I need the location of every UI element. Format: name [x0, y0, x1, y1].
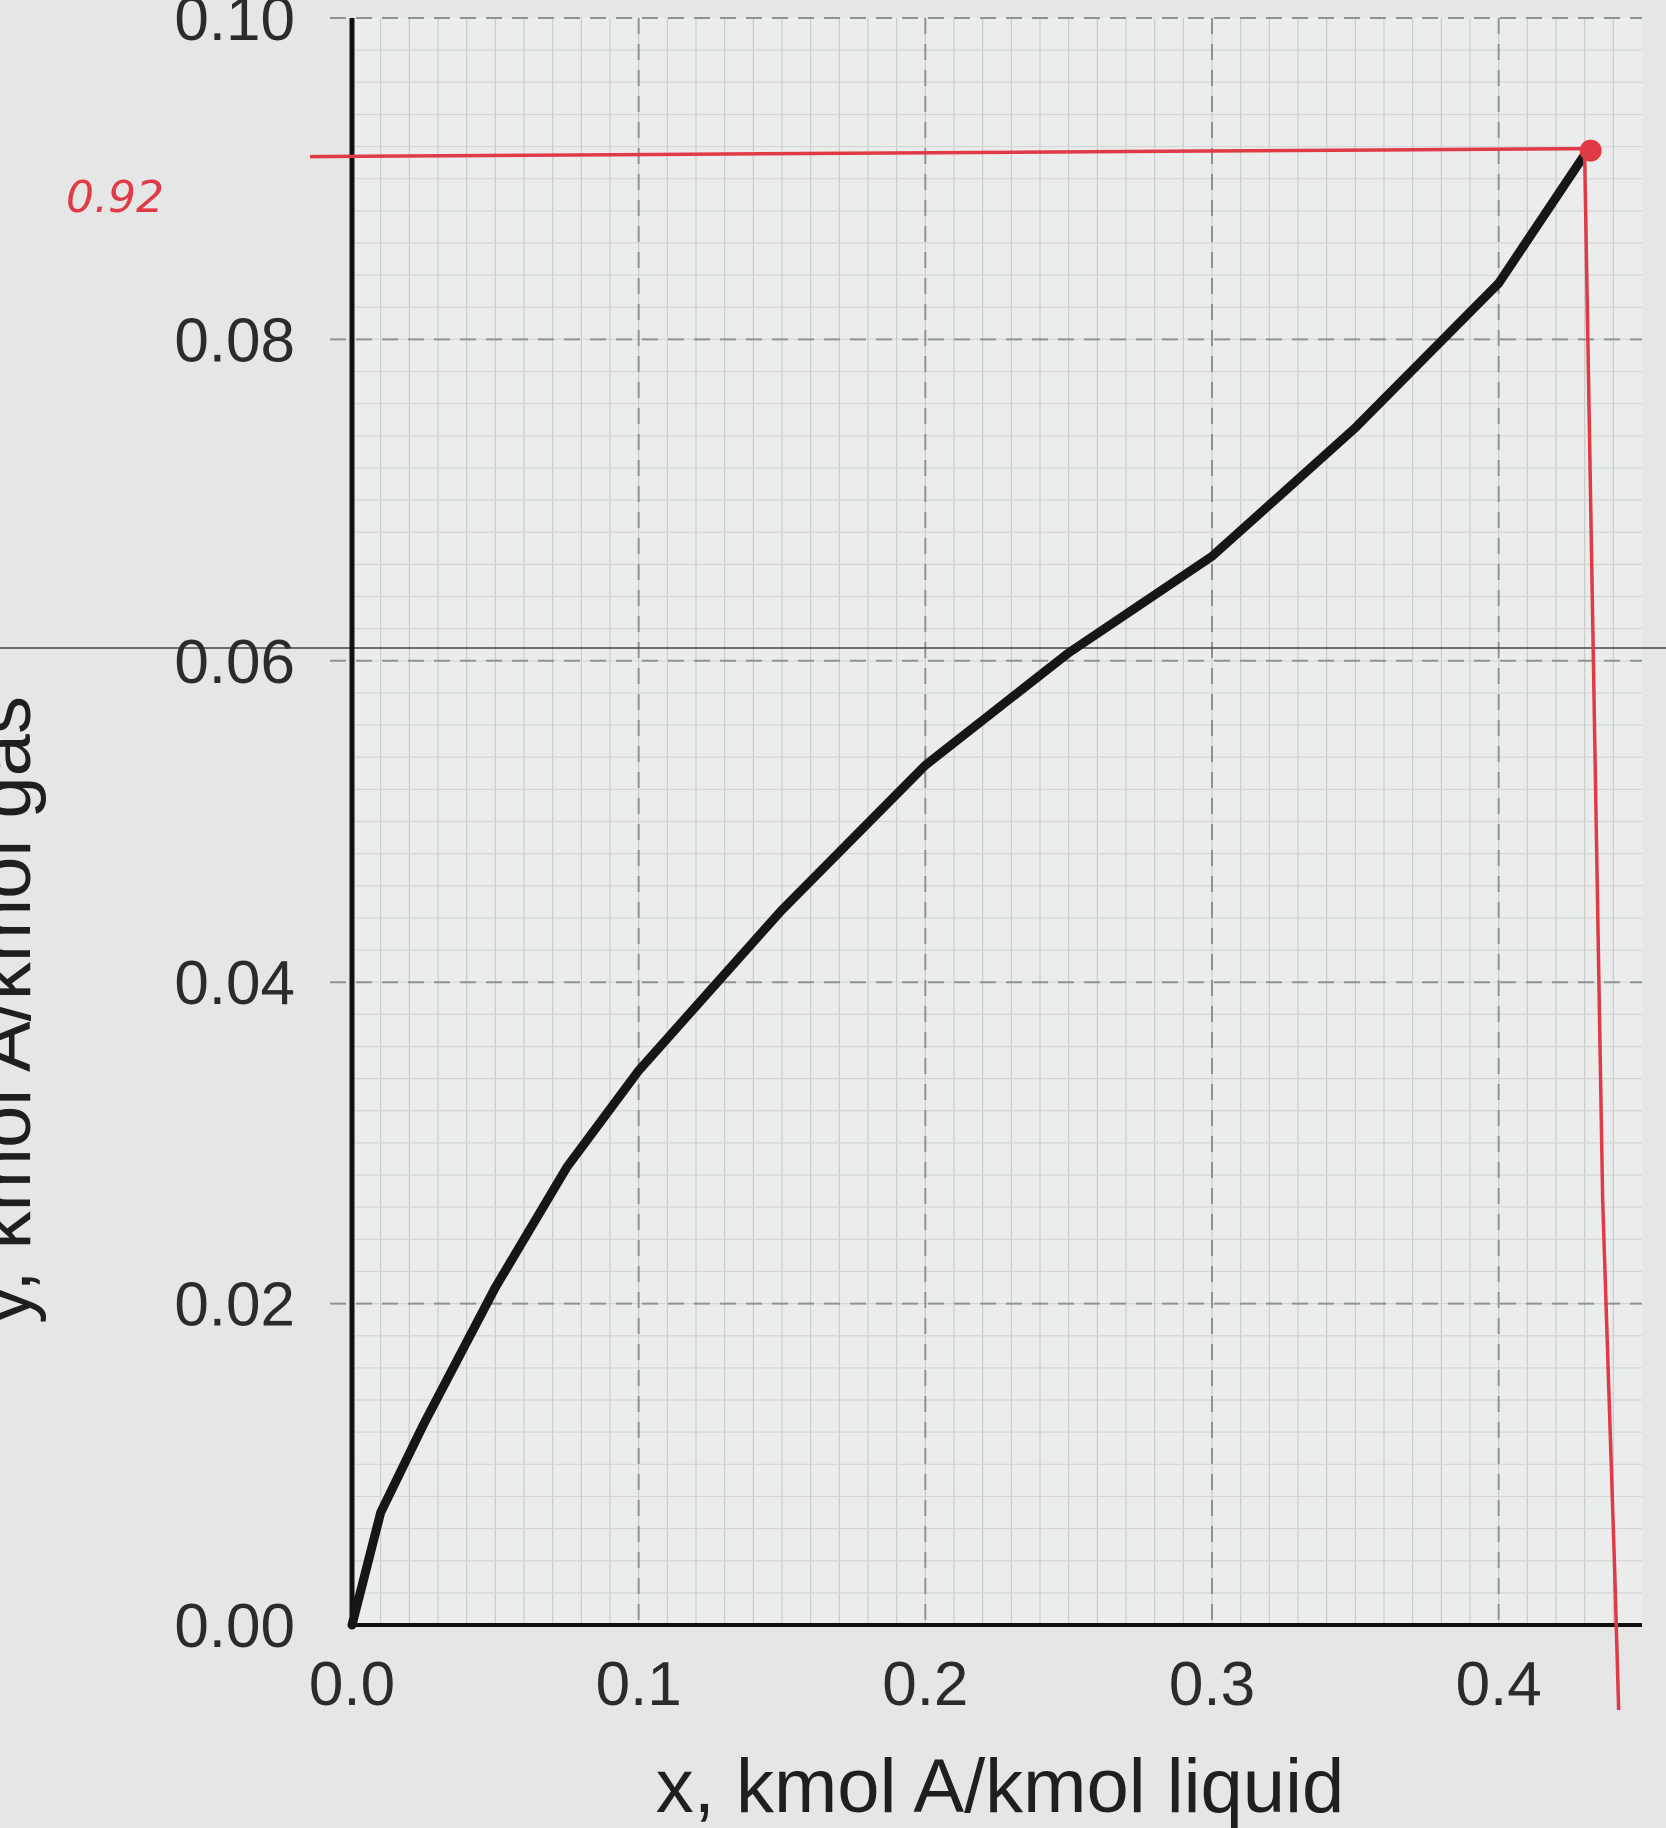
y-tick-label: 0.08: [174, 306, 295, 375]
annotation-layer: 0.92: [66, 139, 1621, 1711]
equilibrium-curve: [347, 150, 1590, 1630]
x-tick-label: 0.2: [882, 1650, 968, 1719]
x-tick-label: 0.3: [1169, 1650, 1255, 1719]
y-tick-label: 0.04: [174, 949, 295, 1018]
red-marked-point: [1579, 139, 1602, 162]
red-vertical-line: [1582, 154, 1621, 1711]
x-tick-label: 0.0: [309, 1650, 395, 1719]
axes: [349, 18, 1642, 1627]
y-tick-label: 0.06: [174, 628, 295, 697]
y-tick-label: 0.10: [174, 0, 295, 54]
x-axis-title: x, kmol A/kmol liquid: [656, 1744, 1344, 1828]
x-tick-label: 0.4: [1456, 1650, 1542, 1719]
red-annotation-text: 0.92: [66, 172, 164, 223]
y-axis-title: y, kmol A/kmol gas: [0, 696, 47, 1324]
y-tick-label: 0.00: [174, 1592, 295, 1661]
grid: [0, 17, 1666, 1625]
tick-labels: 0.0 0.1 0.2 0.3 0.4 0.00 0.02 0.04 0.06 0.08 0.10: [174, 0, 1541, 1719]
red-horizontal-line: [309, 146, 1595, 159]
x-tick-label: 0.1: [596, 1650, 682, 1719]
y-tick-label: 0.02: [174, 1271, 295, 1340]
series-layer: [347, 150, 1590, 1630]
